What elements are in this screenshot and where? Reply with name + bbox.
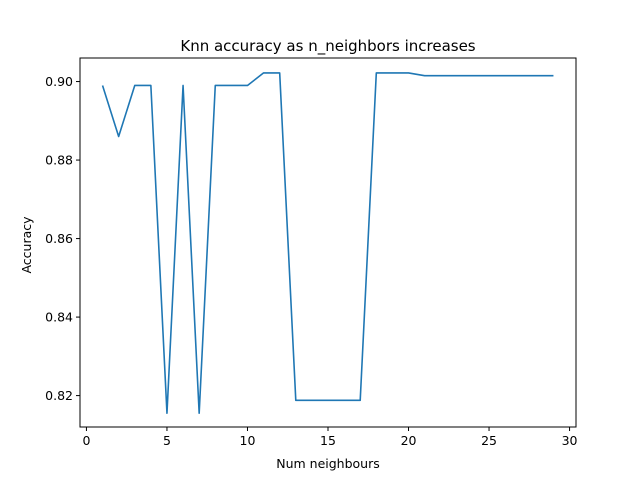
plot-frame: [79, 57, 577, 428]
y-axis-label: Accuracy: [19, 216, 34, 274]
x-tick-label: 0: [82, 433, 90, 448]
plot-area: [101, 72, 554, 415]
x-tick-label: 20: [401, 433, 417, 448]
y-tick-label: 0.82: [45, 388, 73, 403]
x-axis-label: Num neighbours: [276, 456, 380, 471]
x-axis: 0 5 10 15 20 25 30: [82, 427, 578, 448]
series-line: [101, 72, 554, 415]
y-tick-label: 0.88: [45, 153, 73, 168]
chart-title: Knn accuracy as n_neighbors increases: [180, 37, 475, 56]
y-tick-label: 0.90: [45, 74, 73, 89]
y-tick-label: 0.86: [45, 231, 73, 246]
x-tick-label: 25: [481, 433, 497, 448]
x-tick-label: 15: [320, 433, 336, 448]
x-tick-label: 30: [562, 433, 578, 448]
x-tick-label: 5: [163, 433, 171, 448]
y-tick-label: 0.84: [45, 310, 73, 325]
y-axis: 0.82 0.84 0.86 0.88 0.90: [45, 74, 80, 403]
x-tick-label: 10: [240, 433, 256, 448]
